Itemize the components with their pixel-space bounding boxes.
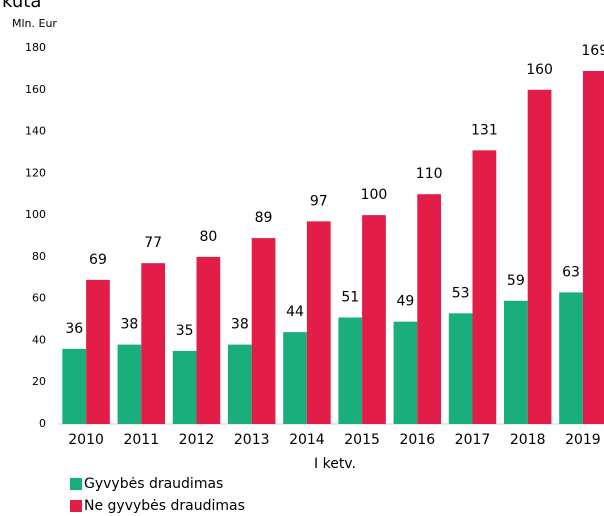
data-label: 89 (255, 210, 273, 226)
y-tick-label: 60 (32, 292, 46, 305)
x-tick-label: 2013 (234, 432, 270, 448)
y-tick-label: 120 (25, 166, 46, 179)
bar (196, 256, 221, 424)
x-tick-label: 2012 (179, 432, 215, 448)
bar (338, 317, 363, 424)
y-tick-label: 140 (25, 125, 46, 138)
legend-label: Gyvybės draudimas (84, 476, 223, 492)
bar (86, 279, 110, 424)
bar (527, 89, 552, 425)
bar (417, 194, 442, 424)
data-label: 36 (65, 321, 83, 337)
bar (448, 313, 473, 424)
y-tick-label: 80 (32, 250, 46, 263)
data-label: 49 (397, 294, 415, 310)
data-label: 77 (144, 235, 162, 251)
y-tick-label: 20 (32, 375, 46, 388)
y-tick-label: 160 (25, 83, 46, 96)
data-label: 59 (507, 273, 525, 289)
chart-title: kuta (2, 0, 41, 12)
bar (306, 221, 331, 424)
bar (251, 238, 276, 424)
bar (117, 344, 142, 424)
bar (472, 150, 497, 424)
data-label: 38 (121, 317, 139, 333)
data-label: 131 (471, 122, 498, 138)
bar (141, 263, 166, 424)
y-axis-label: Mln. Eur (12, 17, 57, 30)
x-tick-label: 2011 (123, 432, 159, 448)
x-tick-label: 2017 (455, 432, 491, 448)
data-label: 38 (231, 317, 249, 333)
data-label: 160 (526, 62, 553, 78)
data-label: 80 (199, 229, 217, 245)
y-tick-label: 180 (25, 41, 46, 54)
data-label: 51 (341, 289, 359, 305)
x-tick-label: 2018 (510, 432, 546, 448)
x-tick-label: 2016 (399, 432, 435, 448)
x-tick-label: 2019 (565, 432, 601, 448)
y-tick-label: 100 (25, 208, 46, 221)
data-label: 69 (89, 252, 107, 268)
bar (227, 344, 252, 424)
bar (503, 300, 528, 424)
x-tick-label: 2014 (289, 432, 325, 448)
bar (62, 348, 87, 424)
x-tick-label: 2015 (344, 432, 380, 448)
bar (393, 321, 418, 424)
data-label: 110 (416, 166, 443, 182)
data-label: 169 (581, 43, 604, 59)
y-tick-label: 40 (32, 333, 46, 346)
bar (582, 70, 604, 424)
data-label: 97 (310, 193, 328, 209)
bar (362, 215, 386, 424)
x-tick-label: 2010 (68, 432, 104, 448)
legend-swatch (70, 478, 82, 490)
bar (559, 292, 583, 424)
data-label: 53 (452, 285, 470, 301)
y-tick-label: 0 (39, 417, 46, 430)
legend-label: Ne gyvybės draudimas (84, 498, 245, 514)
data-label: 100 (361, 187, 388, 203)
data-label: 44 (286, 304, 304, 320)
data-label: 35 (176, 323, 194, 339)
data-label: 63 (562, 264, 580, 280)
bar (283, 332, 307, 424)
legend-swatch (70, 500, 82, 512)
x-axis-label: I ketv. (314, 456, 356, 472)
bar (172, 350, 197, 424)
